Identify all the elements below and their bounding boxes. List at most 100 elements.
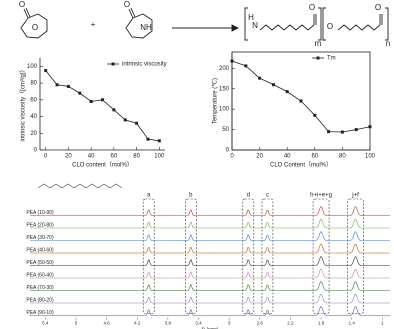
x-tick-label: 1.4 <box>349 321 356 326</box>
x-tick-label: 100 <box>365 154 376 160</box>
x-tick-label: 40 <box>284 154 291 160</box>
x-axis-label: CLO content（mol%） <box>72 162 133 169</box>
repeat-subscript: n <box>386 39 390 48</box>
sample-label: PEA (50-50) <box>26 260 54 266</box>
atom-label: O <box>19 0 25 9</box>
x-tick-label: 60 <box>311 154 318 160</box>
atom-label: O <box>309 3 315 12</box>
peak-box <box>185 198 197 314</box>
x-axis-label: f1 (ppm) <box>202 327 219 329</box>
marker <box>55 83 59 87</box>
atom-label: O <box>124 0 130 9</box>
nmr-panel: a b d c h+i+e+g j+f PEA (10-90) PEA (20-80) PEA … <box>26 183 390 329</box>
marker <box>89 99 93 103</box>
x-tick-label: 0 <box>230 154 234 160</box>
legend-label: intrinsic viscosity <box>122 62 167 68</box>
marker <box>101 98 104 102</box>
marker <box>135 121 139 125</box>
marker <box>285 90 289 94</box>
atom-label: O <box>375 3 381 12</box>
plot-frame <box>231 51 371 151</box>
x-tick-label: 100 <box>154 154 165 160</box>
marker <box>112 108 116 112</box>
spectrum <box>30 293 390 304</box>
repeat-subscript: m <box>315 39 322 48</box>
x-tick-label: 40 <box>88 154 95 160</box>
atom-label: O <box>327 22 333 31</box>
peak-box <box>312 198 330 314</box>
reaction-scheme <box>20 7 389 41</box>
y-axis-label: intrinsic viscosity（[cm³/g]） <box>20 66 27 141</box>
marker <box>146 137 150 141</box>
y-tick-label: 60 <box>30 97 37 103</box>
sample-label: PEA (40-60) <box>26 247 54 253</box>
peak-label: j+f <box>351 193 359 199</box>
x-tick-label: 2.2 <box>287 321 294 326</box>
peak-label: d <box>247 193 250 199</box>
y-tick-label: 150 <box>219 86 230 92</box>
marker <box>327 130 331 134</box>
x-axis-label: CLO Content（mol%） <box>270 162 332 169</box>
sample-label: PEA (90-10) <box>26 310 54 316</box>
y-tick-label: 200 <box>219 66 230 72</box>
atom-label: NH <box>140 23 152 32</box>
x-tick-label: 1.8 <box>318 321 325 326</box>
x-tick-label: 80 <box>339 154 346 160</box>
peak-box <box>347 198 364 314</box>
legend-label: Tm <box>327 56 336 62</box>
marker <box>157 139 161 143</box>
peak-box <box>142 198 155 314</box>
x-tick-label: 4.2 <box>134 321 141 326</box>
sample-label: PEA (80-20) <box>26 297 54 303</box>
y-tick-label: 80 <box>30 81 37 87</box>
y-tick-label: 50 <box>222 127 229 133</box>
marker <box>354 128 358 132</box>
spectrum <box>30 256 390 266</box>
marker <box>340 130 344 134</box>
spectrum <box>30 218 390 229</box>
x-tick-label: 1 <box>381 321 384 326</box>
sample-label: PEA (30-70) <box>26 235 54 241</box>
marker <box>66 84 70 88</box>
peak-label: c <box>266 193 269 199</box>
marker <box>123 118 127 122</box>
plus-sign: + <box>91 20 96 29</box>
marker <box>230 59 234 63</box>
y-tick-label: 100 <box>27 64 38 70</box>
atom-label: H <box>248 13 254 22</box>
line <box>231 60 371 133</box>
x-tick-label: 5.4 <box>42 321 49 326</box>
y-tick-label: 0 <box>226 148 230 154</box>
sample-label: PEA (70-30) <box>26 285 54 291</box>
marker <box>44 69 48 73</box>
x-tick-label: 3 <box>228 321 231 326</box>
peak-box <box>242 198 255 314</box>
peak-box <box>261 198 274 314</box>
marker <box>258 76 262 80</box>
marker <box>244 64 248 68</box>
x-tick-label: 3.4 <box>195 321 202 326</box>
x-tick-label: 0 <box>44 154 48 160</box>
x-tick-label: 20 <box>65 154 72 160</box>
marker <box>313 113 317 117</box>
marker <box>299 99 303 103</box>
x-tick-label: 60 <box>111 154 118 160</box>
sample-label: PEA (20-80) <box>26 222 54 228</box>
y-tick-label: 40 <box>30 114 37 120</box>
y-tick-label: 0 <box>34 148 38 154</box>
sample-label: PEA (10-90) <box>26 210 54 216</box>
x-tick-label: 20 <box>256 154 263 160</box>
spectrum <box>30 231 390 241</box>
peak-label: a <box>147 193 151 199</box>
marker <box>78 91 82 95</box>
x-tick-label: 4.6 <box>103 321 110 326</box>
x-tick-label: 2.6 <box>257 321 264 326</box>
spectrum <box>30 243 390 254</box>
marker <box>368 125 372 129</box>
atom-label: O <box>32 23 38 32</box>
y-tick-label: 20 <box>30 131 37 137</box>
structure-sketch <box>37 183 123 189</box>
spectrum <box>30 281 390 291</box>
y-tick-label: 100 <box>219 107 230 113</box>
